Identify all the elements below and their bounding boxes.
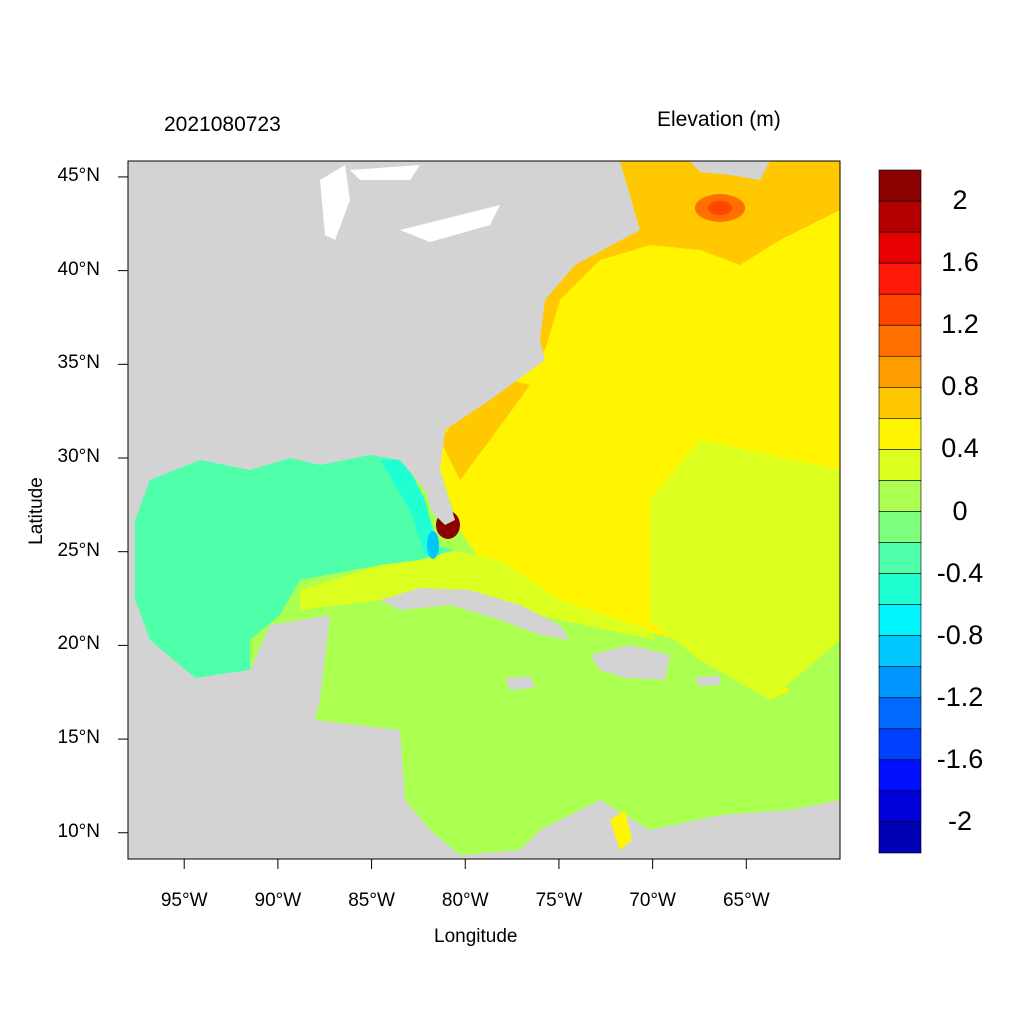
colorbar-box [878, 697, 922, 730]
colorbar-label: -0.8 [936, 619, 984, 650]
y-tick-label: 35°N [57, 352, 100, 374]
colorbar-box [878, 821, 922, 854]
x-tick-label: 90°W [254, 890, 302, 911]
colorbar-box [878, 728, 922, 761]
colorbar-label: -1.6 [936, 743, 984, 774]
y-tick-label: 20°N [57, 633, 100, 655]
north-central-america-land [128, 161, 840, 859]
colorbar-label: 0 [952, 495, 968, 526]
colorbar-box [878, 387, 922, 419]
nova-scotia-land [690, 161, 770, 180]
colorbar-label: 2 [952, 185, 968, 216]
colorbar-box [878, 666, 922, 699]
gulf-of-mexico-field [135, 452, 455, 678]
x-tick-label: 85°W [348, 890, 395, 911]
plot-date-title: 2021080723 [164, 113, 281, 136]
jamaica-land [505, 676, 535, 690]
lake-erie-ontario [400, 205, 500, 242]
x-tick-label: 70°W [629, 890, 676, 911]
colorbar-box [878, 262, 922, 295]
colorbar-box [878, 759, 922, 792]
florida-bay-low [427, 531, 439, 559]
atlantic-east-field [650, 440, 840, 700]
colorbar-label: -1.2 [936, 681, 984, 712]
colorbar-label: 1.6 [941, 247, 979, 278]
colorbar-label: -2 [947, 805, 972, 836]
lake-huron [350, 165, 420, 180]
shelf-field [440, 161, 840, 430]
y-tick-label: 45°N [57, 164, 100, 186]
map-layers [128, 161, 840, 859]
colorbar-label: 0.8 [941, 371, 979, 402]
colorbar-box [878, 573, 922, 605]
y-tick-label: 15°N [57, 727, 100, 749]
y-tick-label: 10°N [57, 820, 100, 842]
x-tick-label: 80°W [441, 890, 489, 911]
hispaniola-land [590, 645, 670, 680]
colorbar-box [878, 449, 922, 481]
y-tick-label: 30°N [57, 446, 100, 467]
variable-title: Elevation (m) [657, 108, 781, 131]
colorbar-box [878, 418, 922, 450]
colorbar-box [878, 604, 922, 636]
colorbar-box [878, 790, 922, 823]
colorbar-box [878, 480, 922, 512]
colorbar-label: 0.4 [941, 433, 979, 464]
gulf-east-shelf-field [380, 460, 440, 555]
x-tick-label: 95°W [160, 890, 208, 911]
colorbar-box [878, 169, 922, 202]
plot-frame [127, 160, 841, 860]
y-tick-label: 40°N [57, 258, 100, 280]
lake-michigan [320, 165, 350, 240]
y-tick-label: 25°N [57, 539, 100, 561]
colorbar-label: 1.2 [941, 309, 979, 340]
colorbar-label: -0.4 [936, 557, 984, 588]
colorbar-box [878, 635, 922, 668]
colorbar-box [878, 293, 922, 326]
colorbar-box [878, 542, 922, 574]
colorbar-box [878, 511, 922, 543]
x-tick-label: 75°W [535, 890, 583, 911]
x-tick-label: 65°W [722, 890, 770, 911]
colorbar-box [878, 355, 922, 388]
colorbar-box [878, 324, 922, 357]
shelf-anomaly-peak [708, 201, 732, 215]
colorbar-box [878, 200, 922, 233]
cuba-land [380, 588, 570, 640]
puerto-rico-land [695, 676, 720, 686]
shelf-southeast-field [440, 380, 530, 480]
lake-maracaibo [610, 810, 632, 850]
x-axis-label: Longitude [434, 926, 518, 947]
colorbar-box [878, 231, 922, 264]
